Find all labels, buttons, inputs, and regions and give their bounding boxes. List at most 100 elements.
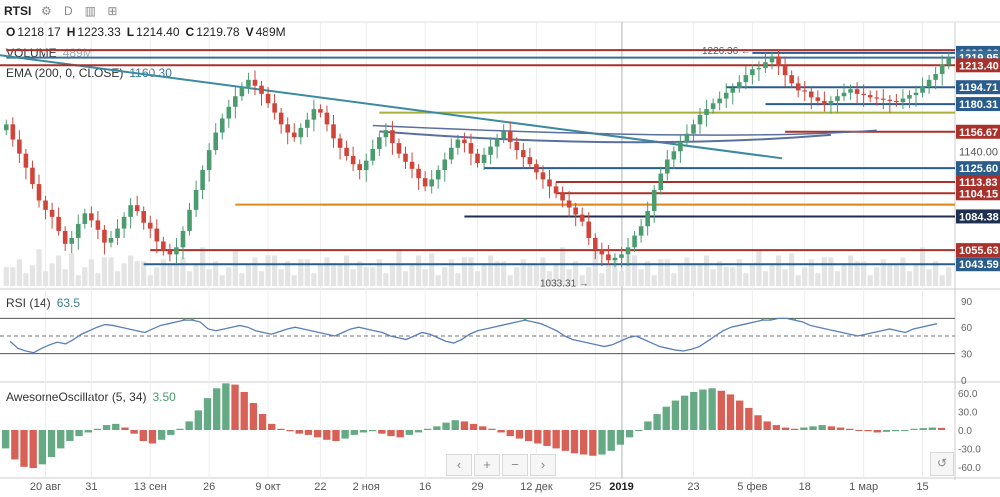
candle-body bbox=[828, 100, 834, 105]
volume-bar bbox=[717, 261, 723, 286]
ao-legend[interactable]: AwesomeOscillator (5, 34) 3.50 bbox=[6, 390, 176, 404]
symbol-label[interactable]: RTSI bbox=[4, 4, 32, 18]
volume-bar bbox=[219, 275, 225, 286]
candle-body bbox=[645, 211, 650, 227]
ao-bar bbox=[772, 425, 781, 430]
ao-bar bbox=[396, 430, 404, 438]
candle-body bbox=[233, 96, 238, 107]
volume-bar bbox=[906, 271, 913, 286]
volume-bar bbox=[49, 263, 55, 286]
ao-bar bbox=[332, 430, 340, 442]
scroll-left-button[interactable]: ‹ bbox=[446, 454, 472, 476]
volume-bar bbox=[363, 267, 369, 286]
candle-body bbox=[737, 82, 742, 89]
candle-body bbox=[390, 130, 395, 144]
candle-body bbox=[638, 226, 644, 236]
rsi-legend[interactable]: RSI (14) 63.5 bbox=[6, 296, 80, 310]
toolbar: RTSI ⚙ D ▥ ⊞ bbox=[0, 0, 955, 22]
volume-bar bbox=[56, 255, 62, 286]
candle-body bbox=[435, 170, 441, 180]
candle-body bbox=[835, 96, 840, 101]
volume-bar bbox=[651, 275, 657, 286]
candle-body bbox=[193, 189, 199, 210]
volume-bar bbox=[180, 257, 186, 286]
ao-bar bbox=[515, 430, 524, 439]
volume-bar bbox=[690, 263, 697, 286]
time-tick-label: 23 bbox=[687, 481, 699, 493]
candle-body bbox=[527, 157, 533, 165]
ao-bar bbox=[66, 430, 74, 442]
volume-bar bbox=[298, 259, 304, 286]
time-tick-label: 15 bbox=[916, 481, 928, 493]
volume-bar bbox=[867, 275, 873, 286]
volume-bar bbox=[291, 275, 297, 286]
ao-bar bbox=[671, 400, 680, 430]
candle-body bbox=[573, 207, 578, 215]
candle-body bbox=[291, 132, 297, 138]
candle-body bbox=[534, 164, 539, 173]
volume-bar bbox=[330, 263, 337, 286]
ao-bar bbox=[497, 430, 505, 433]
candle-body bbox=[10, 124, 16, 140]
candle-body bbox=[599, 249, 605, 255]
volume-bar bbox=[383, 273, 389, 286]
ao-bar bbox=[433, 426, 441, 430]
ao-bar bbox=[708, 388, 716, 430]
candle-body bbox=[422, 178, 428, 187]
ao-bar bbox=[93, 428, 102, 430]
volume-bar bbox=[265, 255, 271, 286]
ao-bar bbox=[414, 430, 423, 433]
candle-body bbox=[239, 86, 245, 97]
volume-bar bbox=[435, 275, 441, 286]
ao-bar bbox=[644, 421, 652, 430]
candle-body bbox=[17, 139, 22, 154]
gear-icon[interactable]: ⚙ bbox=[40, 4, 52, 18]
volume-bar bbox=[3, 267, 9, 286]
zoom-out-button[interactable]: − bbox=[502, 454, 528, 476]
volume-bar bbox=[861, 261, 867, 286]
time-tick-label: 9 окт bbox=[255, 481, 280, 493]
candle-body bbox=[691, 124, 696, 134]
scroll-right-button[interactable]: › bbox=[530, 454, 556, 476]
time-tick-label: 29 bbox=[471, 481, 483, 493]
candle-body bbox=[206, 150, 212, 171]
candle-body bbox=[939, 64, 945, 74]
candle-body bbox=[95, 220, 101, 230]
ao-bar bbox=[295, 430, 303, 434]
reset-chart-button[interactable]: ↺ bbox=[930, 452, 954, 476]
candle-body bbox=[337, 138, 343, 148]
ao-bar bbox=[130, 430, 138, 434]
volume-bar bbox=[671, 273, 677, 286]
volume-bar bbox=[422, 269, 428, 286]
candle-body bbox=[36, 184, 42, 201]
candle-body bbox=[305, 119, 310, 128]
candle-body bbox=[874, 97, 880, 99]
volume-bar bbox=[514, 267, 520, 286]
descending-trendline bbox=[0, 54, 783, 160]
price-tag-label: 1055.63 bbox=[959, 245, 999, 257]
candle-body bbox=[331, 124, 336, 139]
time-tick-label: 2 ноя bbox=[353, 481, 380, 493]
candle-body bbox=[743, 75, 749, 83]
price-tag-label: 1180.31 bbox=[959, 99, 998, 111]
volume-bar bbox=[461, 257, 468, 286]
zoom-in-button[interactable]: + bbox=[474, 454, 500, 476]
indicators-icon[interactable]: ⊞ bbox=[107, 4, 118, 18]
volume-bar bbox=[468, 257, 474, 286]
ao-bar bbox=[836, 427, 845, 430]
compare-icon[interactable]: ▥ bbox=[84, 4, 97, 18]
candle-body bbox=[43, 200, 48, 210]
interval-button[interactable]: D bbox=[64, 4, 73, 18]
rsi-line bbox=[9, 317, 938, 354]
candle-body bbox=[318, 109, 323, 113]
ao-bar bbox=[20, 430, 28, 467]
candle-body bbox=[455, 139, 461, 148]
volume-bar bbox=[350, 269, 356, 286]
volume-bar bbox=[703, 255, 710, 286]
candle-body bbox=[278, 112, 284, 125]
open-value: O 1218.17 bbox=[6, 25, 61, 39]
price-tag bbox=[956, 58, 1000, 73]
ao-bar bbox=[479, 426, 487, 430]
volume-bar bbox=[343, 255, 350, 286]
